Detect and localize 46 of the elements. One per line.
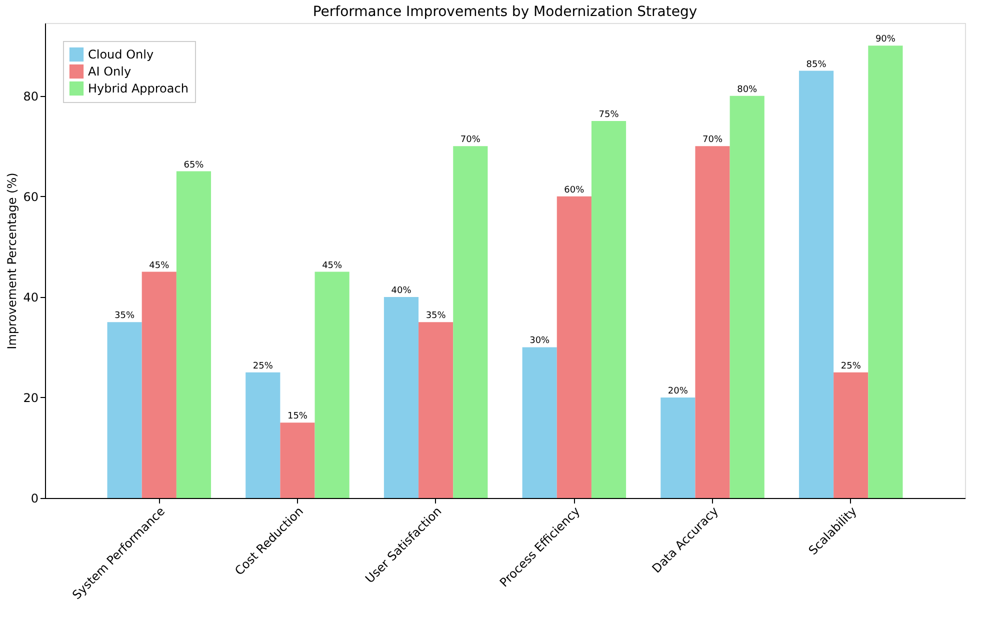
y-tick-label: 80 xyxy=(23,89,38,104)
data-label: 70% xyxy=(460,135,481,146)
bar xyxy=(418,322,454,498)
bar xyxy=(142,272,176,498)
data-label: 30% xyxy=(530,336,550,346)
bar xyxy=(591,121,626,498)
legend-label: Cloud Only xyxy=(88,48,154,62)
bar xyxy=(246,372,280,498)
chart-title: Performance Improvements by Modernization Strategy xyxy=(312,4,698,20)
data-label: 75% xyxy=(598,110,620,120)
data-label: 20% xyxy=(668,386,688,396)
y-axis-title: Improvement Percentage (%) xyxy=(5,172,20,350)
data-label: 45% xyxy=(322,260,343,271)
data-label: 65% xyxy=(184,160,204,170)
bar xyxy=(107,322,142,498)
bar xyxy=(280,422,315,498)
data-label: 60% xyxy=(564,185,585,196)
data-label: 15% xyxy=(287,412,308,422)
y-tick-label: 0 xyxy=(30,492,38,506)
legend-label: AI Only xyxy=(88,64,132,78)
bar xyxy=(730,96,764,498)
y-tick-label: 60 xyxy=(23,190,38,204)
bar xyxy=(453,146,488,498)
y-tick-label: 20 xyxy=(23,390,38,405)
legend-label: Hybrid Approach xyxy=(88,82,188,96)
bar xyxy=(384,296,419,498)
data-label: 40% xyxy=(391,286,412,296)
bar xyxy=(176,171,212,498)
data-label: 25% xyxy=(252,361,274,372)
bar xyxy=(556,196,592,498)
bar xyxy=(522,347,557,498)
data-label: 35% xyxy=(426,311,446,322)
bar xyxy=(660,397,696,498)
bar xyxy=(834,372,868,498)
bar xyxy=(695,146,730,498)
data-label: 85% xyxy=(806,60,827,70)
data-label: 80% xyxy=(737,84,758,95)
data-label: 70% xyxy=(702,135,723,146)
bar xyxy=(798,70,834,498)
data-label: 25% xyxy=(840,361,862,372)
bar xyxy=(314,272,350,498)
y-tick-label: 40 xyxy=(23,290,38,304)
data-label: 45% xyxy=(149,260,170,271)
bar xyxy=(868,46,903,498)
data-label: 90% xyxy=(875,34,896,45)
data-label: 35% xyxy=(114,311,135,322)
